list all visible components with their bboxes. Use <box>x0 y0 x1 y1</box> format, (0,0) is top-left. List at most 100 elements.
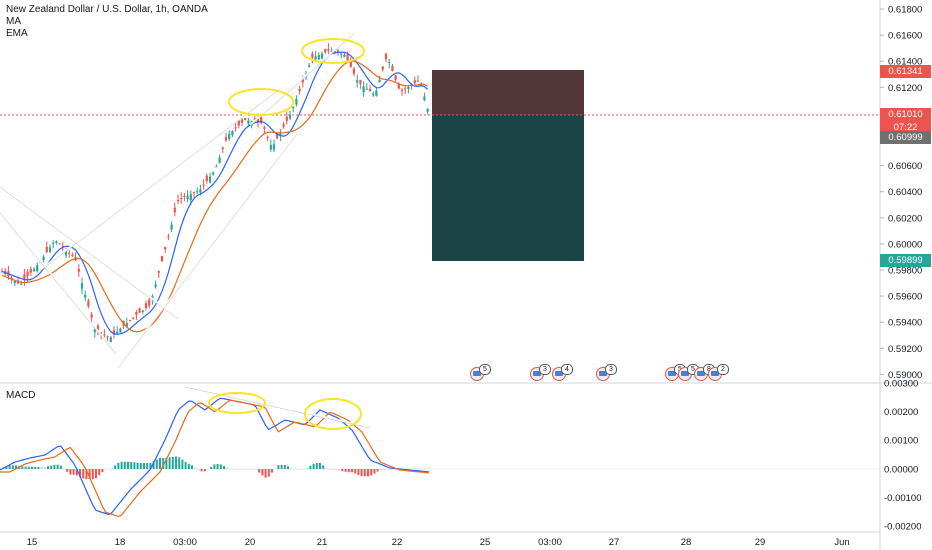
candle-body <box>301 78 304 83</box>
candle-body <box>215 166 218 168</box>
economic-event-icon[interactable]: 4 <box>552 364 573 381</box>
price-tick-label: 0.59000 <box>888 370 922 381</box>
symbol-title[interactable]: New Zealand Dollar / U.S. Dollar, 1h, OA… <box>6 4 208 15</box>
time-tick-label: 28 <box>681 537 692 548</box>
macd-trendline[interactable] <box>184 385 371 428</box>
economic-event-icon[interactable]: 3 <box>530 364 551 381</box>
ma-indicator-label[interactable]: MA <box>6 16 21 27</box>
economic-event-icon[interactable]: 5 <box>665 364 686 381</box>
macd-histogram-bar <box>274 468 277 470</box>
macd-histogram-bar <box>264 469 267 478</box>
time-tick-label: 25 <box>480 537 491 548</box>
macd-histogram-bar <box>415 468 417 470</box>
macd-histogram-bar <box>5 466 8 469</box>
take-profit-zone[interactable] <box>432 115 584 261</box>
macd-histogram-bar <box>360 469 363 477</box>
candle-body <box>64 249 68 256</box>
candle-body <box>48 247 52 252</box>
candle-body <box>375 90 378 96</box>
candle-body <box>148 299 151 306</box>
macd-histogram-bar <box>239 469 241 470</box>
ema-indicator-label[interactable]: EMA <box>6 28 28 39</box>
macd-histogram-bar <box>255 469 257 470</box>
economic-event-icon[interactable]: 5 <box>470 364 491 381</box>
candle-body <box>68 252 71 254</box>
candle-body <box>388 62 391 64</box>
highlight-ellipse[interactable] <box>228 88 294 116</box>
macd-histogram-bar <box>159 458 161 469</box>
flag-icon <box>668 371 676 376</box>
candle-body <box>413 80 416 84</box>
candle-body <box>138 308 141 313</box>
event-count: 4 <box>561 364 573 375</box>
event-count: 3 <box>539 364 551 375</box>
economic-event-icon[interactable]: 5 <box>678 364 699 381</box>
macd-histogram-bar <box>181 459 184 469</box>
candle-body <box>320 53 324 59</box>
candle-body <box>394 75 397 80</box>
macd-histogram-bar <box>280 465 283 469</box>
flag-icon <box>711 371 719 376</box>
candle-body <box>237 120 240 126</box>
macd-histogram-bar <box>117 463 120 469</box>
macd-histogram-bar <box>15 465 17 469</box>
macd-histogram-bar <box>53 464 56 469</box>
stop-loss-zone[interactable] <box>432 70 584 115</box>
macd-indicator-label[interactable]: MACD <box>6 390 36 401</box>
candle-body <box>372 93 375 96</box>
highlight-ellipse[interactable] <box>301 38 365 64</box>
candle-body <box>23 274 26 280</box>
macd-highlight-ellipse[interactable] <box>208 392 266 414</box>
macd-tick-label: 0.00100 <box>884 436 918 447</box>
macd-pane <box>0 397 880 518</box>
macd-histogram-bar <box>101 469 104 473</box>
candle-body <box>144 303 148 308</box>
macd-histogram-bar <box>392 469 395 470</box>
time-tick-label: 21 <box>317 537 328 548</box>
event-count: 3 <box>605 364 617 375</box>
candle-body <box>336 50 340 53</box>
candle-body <box>298 89 301 91</box>
macd-histogram-bar <box>277 465 280 469</box>
time-tick-label: 22 <box>392 537 403 548</box>
macd-highlight-ellipse[interactable] <box>304 398 362 430</box>
candle-body <box>132 317 135 319</box>
macd-histogram-bar <box>8 465 11 469</box>
candle-body <box>10 277 13 279</box>
macd-histogram-bar <box>120 461 123 469</box>
price-tick-label: 0.59200 <box>888 344 922 355</box>
macd-histogram-bar <box>354 469 357 474</box>
candle-body <box>362 86 365 93</box>
economic-event-icon[interactable]: 3 <box>596 364 617 381</box>
candle-body <box>128 319 132 321</box>
macd-histogram-bar <box>232 469 235 470</box>
price-tick-label: 0.60400 <box>888 187 922 198</box>
macd-histogram-bar <box>271 469 273 473</box>
candle-body <box>100 332 103 334</box>
macd-histogram-bar <box>210 466 213 469</box>
trendline-drawings[interactable] <box>0 31 356 368</box>
candle-body <box>212 172 215 175</box>
candle-body <box>224 137 228 141</box>
candle-body <box>416 80 420 82</box>
candle-body <box>333 51 336 53</box>
macd-tick-label: -0.00100 <box>884 493 922 504</box>
macd-histogram-bar <box>178 457 181 469</box>
macd-line <box>0 397 429 516</box>
candle-body <box>260 117 263 123</box>
candle-body <box>186 195 189 200</box>
signal-line <box>0 399 429 518</box>
macd-histogram-bar <box>72 469 75 475</box>
time-tick-label: 03:00 <box>538 537 562 548</box>
macd-histogram-bar <box>27 466 30 469</box>
macd-histogram-bar <box>47 466 49 469</box>
candle-body <box>256 117 260 123</box>
macd-histogram-bar <box>357 469 360 475</box>
economic-event-icon[interactable]: 8 <box>694 364 715 381</box>
flag-icon <box>697 371 705 376</box>
macd-axis[interactable]: 0.00300 0.00200 0.00100 0.00000 -0.00100 -0.0… <box>884 379 922 533</box>
economic-event-icon[interactable]: 2 <box>708 364 729 381</box>
time-axis[interactable]: 15 18 03:00 20 21 22 25 03:00 27 28 29 Jun <box>27 537 850 548</box>
macd-tick-label: 0.00200 <box>884 407 918 418</box>
